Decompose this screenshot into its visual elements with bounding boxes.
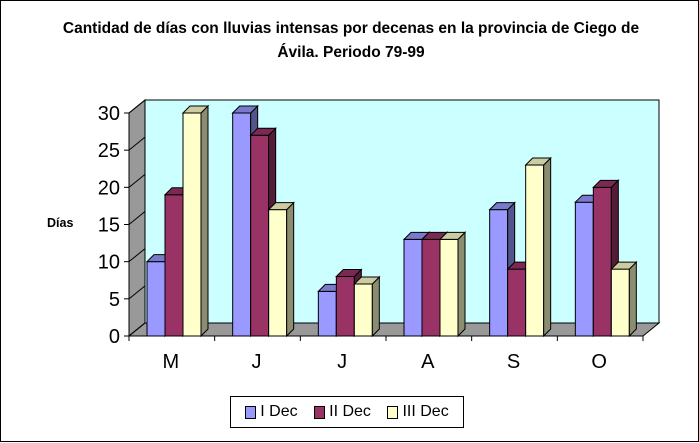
y-tick-depth-line	[128, 322, 146, 337]
chart-title: Cantidad de días con lluvias intensas po…	[62, 20, 640, 61]
bar-iii-dec-0	[182, 112, 202, 337]
y-tick-label: 10	[98, 252, 120, 274]
y-tick-label: 30	[98, 103, 120, 125]
bar-side-iii-dec-2	[371, 275, 380, 338]
y-tick-label: 5	[109, 289, 120, 311]
bar-top-iii-dec-2	[353, 276, 381, 285]
y-tick-depth-line	[128, 136, 146, 151]
bar-ii-dec-4	[507, 268, 527, 337]
bar-top-iii-dec-1	[267, 202, 295, 211]
y-tick-label: 15	[98, 215, 120, 237]
legend-item-iii-dec: III Dec	[387, 403, 449, 421]
bar-top-i-dec-1	[231, 105, 259, 114]
legend-swatch-iii-dec	[387, 405, 399, 419]
bar-iii-dec-4	[525, 164, 545, 337]
bar-ii-dec-0	[164, 194, 184, 337]
legend: I Dec II Dec III Dec	[230, 396, 464, 428]
legend-swatch-i-dec	[245, 405, 257, 419]
y-tick-label: 0	[109, 326, 120, 348]
bar-top-ii-dec-5	[592, 179, 620, 188]
y-tick-depth-line	[128, 211, 146, 225]
x-tick-label: O	[591, 351, 607, 373]
bar-top-iii-dec-5	[610, 261, 638, 270]
bar-i-dec-3	[403, 238, 423, 337]
legend-label-i-dec: I Dec	[260, 403, 298, 420]
bar-ii-dec-2	[335, 276, 355, 337]
bar-top-iii-dec-0	[181, 105, 210, 114]
bar-side-iii-dec-0	[200, 104, 209, 338]
x-tick-label: J	[252, 351, 262, 373]
bar-ii-dec-1	[250, 134, 270, 337]
bar-top-iii-dec-4	[524, 157, 552, 166]
bar-i-dec-5	[574, 201, 594, 337]
y-tick-label: 25	[98, 140, 120, 162]
y-tick-depth-line	[128, 173, 146, 188]
legend-label-ii-dec: II Dec	[329, 403, 371, 420]
y-tick-depth-line	[128, 99, 146, 114]
legend-swatch-ii-dec	[314, 405, 326, 419]
bar-iii-dec-2	[353, 283, 373, 337]
bar-side-iii-dec-4	[543, 156, 552, 338]
bar-iii-dec-5	[610, 268, 630, 337]
bar-ii-dec-3	[421, 238, 441, 337]
y-tick-depth-line	[128, 285, 146, 300]
bar-iii-dec-1	[268, 209, 288, 337]
x-tick-label: A	[421, 351, 435, 373]
bar-i-dec-1	[232, 112, 252, 337]
y-tick-label: 20	[98, 177, 120, 199]
bar-top-ii-dec-2	[335, 269, 363, 278]
bar-iii-dec-3	[439, 238, 459, 337]
bar-side-iii-dec-1	[286, 201, 295, 338]
bar-top-i-dec-4	[488, 202, 516, 211]
x-tick-label: M	[162, 351, 179, 373]
bar-i-dec-0	[146, 261, 166, 337]
x-tick-label: S	[507, 351, 520, 373]
y-tick-depth-line	[128, 248, 146, 263]
bar-top-iii-dec-3	[438, 231, 467, 240]
legend-item-i-dec: I Dec	[245, 403, 298, 421]
bar-i-dec-2	[317, 290, 337, 337]
legend-label-iii-dec: III Dec	[402, 403, 449, 420]
bar-i-dec-4	[489, 209, 509, 337]
bar-side-iii-dec-3	[457, 231, 466, 338]
bar-ii-dec-5	[592, 186, 612, 337]
legend-item-ii-dec: II Dec	[314, 403, 371, 421]
bar-top-ii-dec-1	[249, 127, 277, 136]
y-axis-label: Días	[47, 216, 74, 230]
bar-side-iii-dec-5	[628, 260, 637, 338]
x-tick-label: J	[337, 351, 347, 373]
